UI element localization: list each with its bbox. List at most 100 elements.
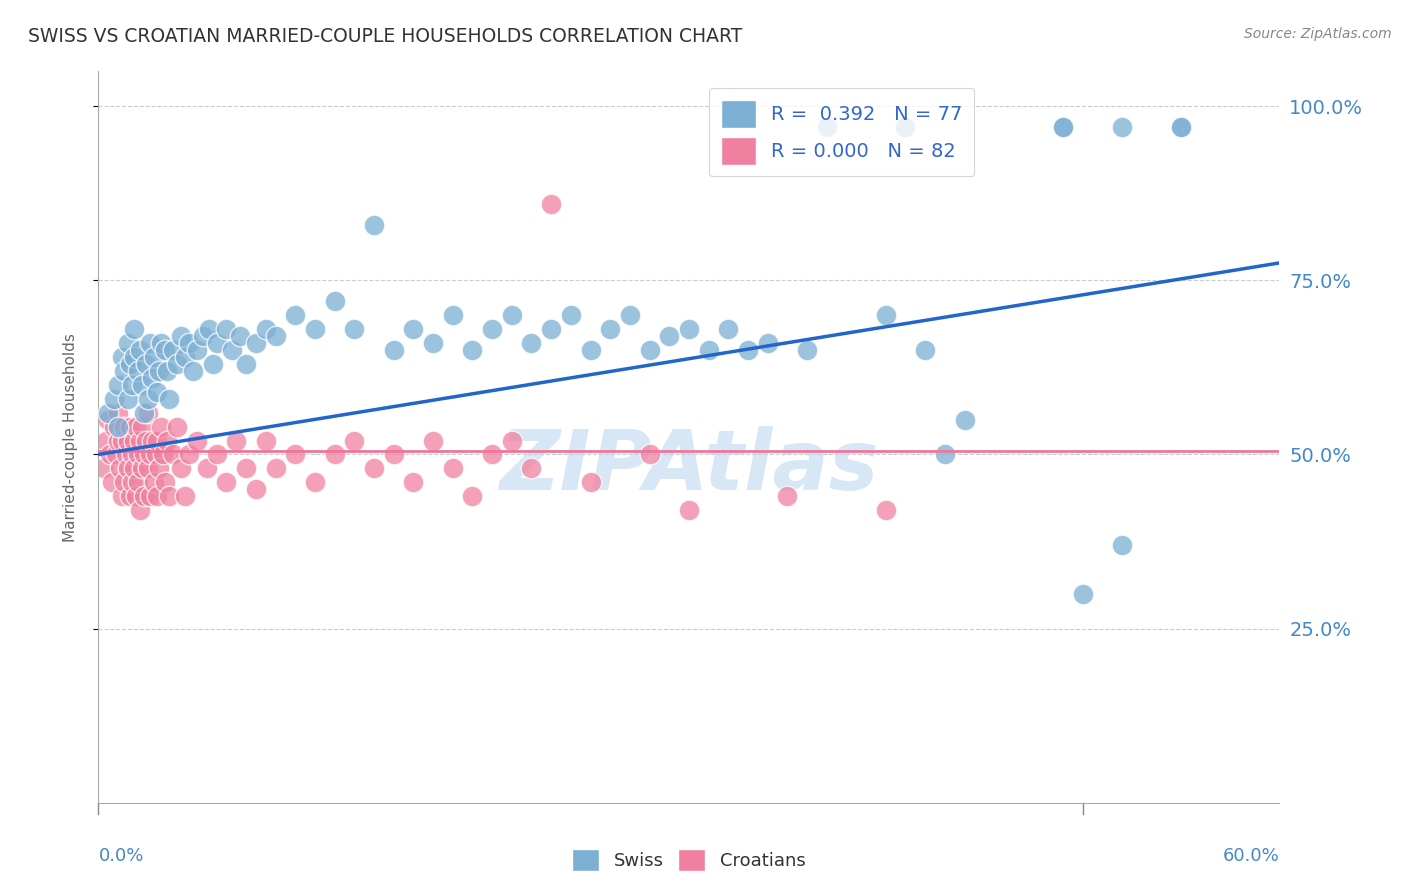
Point: [264, 461, 287, 475]
Point: [177, 448, 200, 462]
Point: [323, 448, 346, 462]
Point: [201, 357, 224, 371]
Point: [101, 475, 124, 490]
Point: [131, 419, 153, 434]
Point: [122, 461, 145, 475]
Point: [115, 448, 138, 462]
Point: [146, 434, 169, 448]
Point: [107, 419, 129, 434]
Point: [174, 350, 197, 364]
Point: [638, 343, 661, 357]
Point: [323, 294, 346, 309]
Y-axis label: Married-couple Households: Married-couple Households: [63, 333, 77, 541]
Point: [136, 461, 159, 475]
Point: [461, 489, 484, 503]
Point: [117, 392, 139, 406]
Point: [146, 489, 169, 503]
Point: [150, 419, 173, 434]
Point: [136, 406, 159, 420]
Point: [135, 434, 157, 448]
Point: [132, 489, 155, 503]
Point: [678, 322, 700, 336]
Text: 0.0%: 0.0%: [98, 847, 143, 864]
Point: [186, 343, 208, 357]
Point: [191, 329, 214, 343]
Point: [157, 392, 180, 406]
Legend: Swiss, Croatians: Swiss, Croatians: [565, 841, 813, 878]
Point: [141, 434, 163, 448]
Point: [678, 503, 700, 517]
Point: [142, 475, 165, 490]
Point: [97, 412, 120, 426]
Point: [132, 406, 155, 420]
Point: [776, 489, 799, 503]
Point: [382, 448, 405, 462]
Point: [205, 448, 228, 462]
Point: [520, 336, 543, 351]
Point: [756, 336, 779, 351]
Point: [1052, 120, 1074, 134]
Point: [125, 489, 148, 503]
Point: [107, 406, 129, 420]
Point: [225, 434, 247, 448]
Point: [520, 461, 543, 475]
Point: [501, 308, 523, 322]
Point: [235, 461, 257, 475]
Point: [105, 448, 128, 462]
Point: [131, 377, 153, 392]
Point: [128, 503, 150, 517]
Point: [138, 336, 160, 351]
Point: [875, 308, 897, 322]
Point: [540, 196, 562, 211]
Point: [157, 489, 180, 503]
Point: [245, 483, 267, 497]
Point: [156, 434, 179, 448]
Point: [284, 308, 307, 322]
Point: [254, 322, 277, 336]
Point: [118, 419, 141, 434]
Point: [122, 350, 145, 364]
Point: [111, 434, 134, 448]
Point: [875, 503, 897, 517]
Point: [343, 322, 366, 336]
Point: [166, 419, 188, 434]
Point: [117, 461, 139, 475]
Point: [121, 377, 143, 392]
Point: [579, 475, 602, 490]
Point: [914, 343, 936, 357]
Text: Source: ZipAtlas.com: Source: ZipAtlas.com: [1244, 27, 1392, 41]
Point: [953, 412, 976, 426]
Point: [363, 218, 385, 232]
Point: [103, 419, 125, 434]
Point: [422, 434, 444, 448]
Point: [103, 392, 125, 406]
Point: [142, 350, 165, 364]
Point: [363, 461, 385, 475]
Point: [619, 308, 641, 322]
Point: [111, 350, 134, 364]
Point: [579, 343, 602, 357]
Point: [461, 343, 484, 357]
Point: [125, 419, 148, 434]
Point: [112, 419, 135, 434]
Point: [599, 322, 621, 336]
Point: [166, 357, 188, 371]
Point: [118, 489, 141, 503]
Point: [284, 448, 307, 462]
Point: [107, 377, 129, 392]
Point: [197, 322, 219, 336]
Point: [1052, 120, 1074, 134]
Point: [98, 448, 121, 462]
Point: [215, 322, 238, 336]
Point: [128, 434, 150, 448]
Point: [162, 343, 184, 357]
Point: [97, 406, 120, 420]
Point: [152, 448, 174, 462]
Point: [717, 322, 740, 336]
Point: [121, 448, 143, 462]
Point: [638, 448, 661, 462]
Point: [422, 336, 444, 351]
Point: [122, 434, 145, 448]
Point: [264, 329, 287, 343]
Point: [181, 364, 204, 378]
